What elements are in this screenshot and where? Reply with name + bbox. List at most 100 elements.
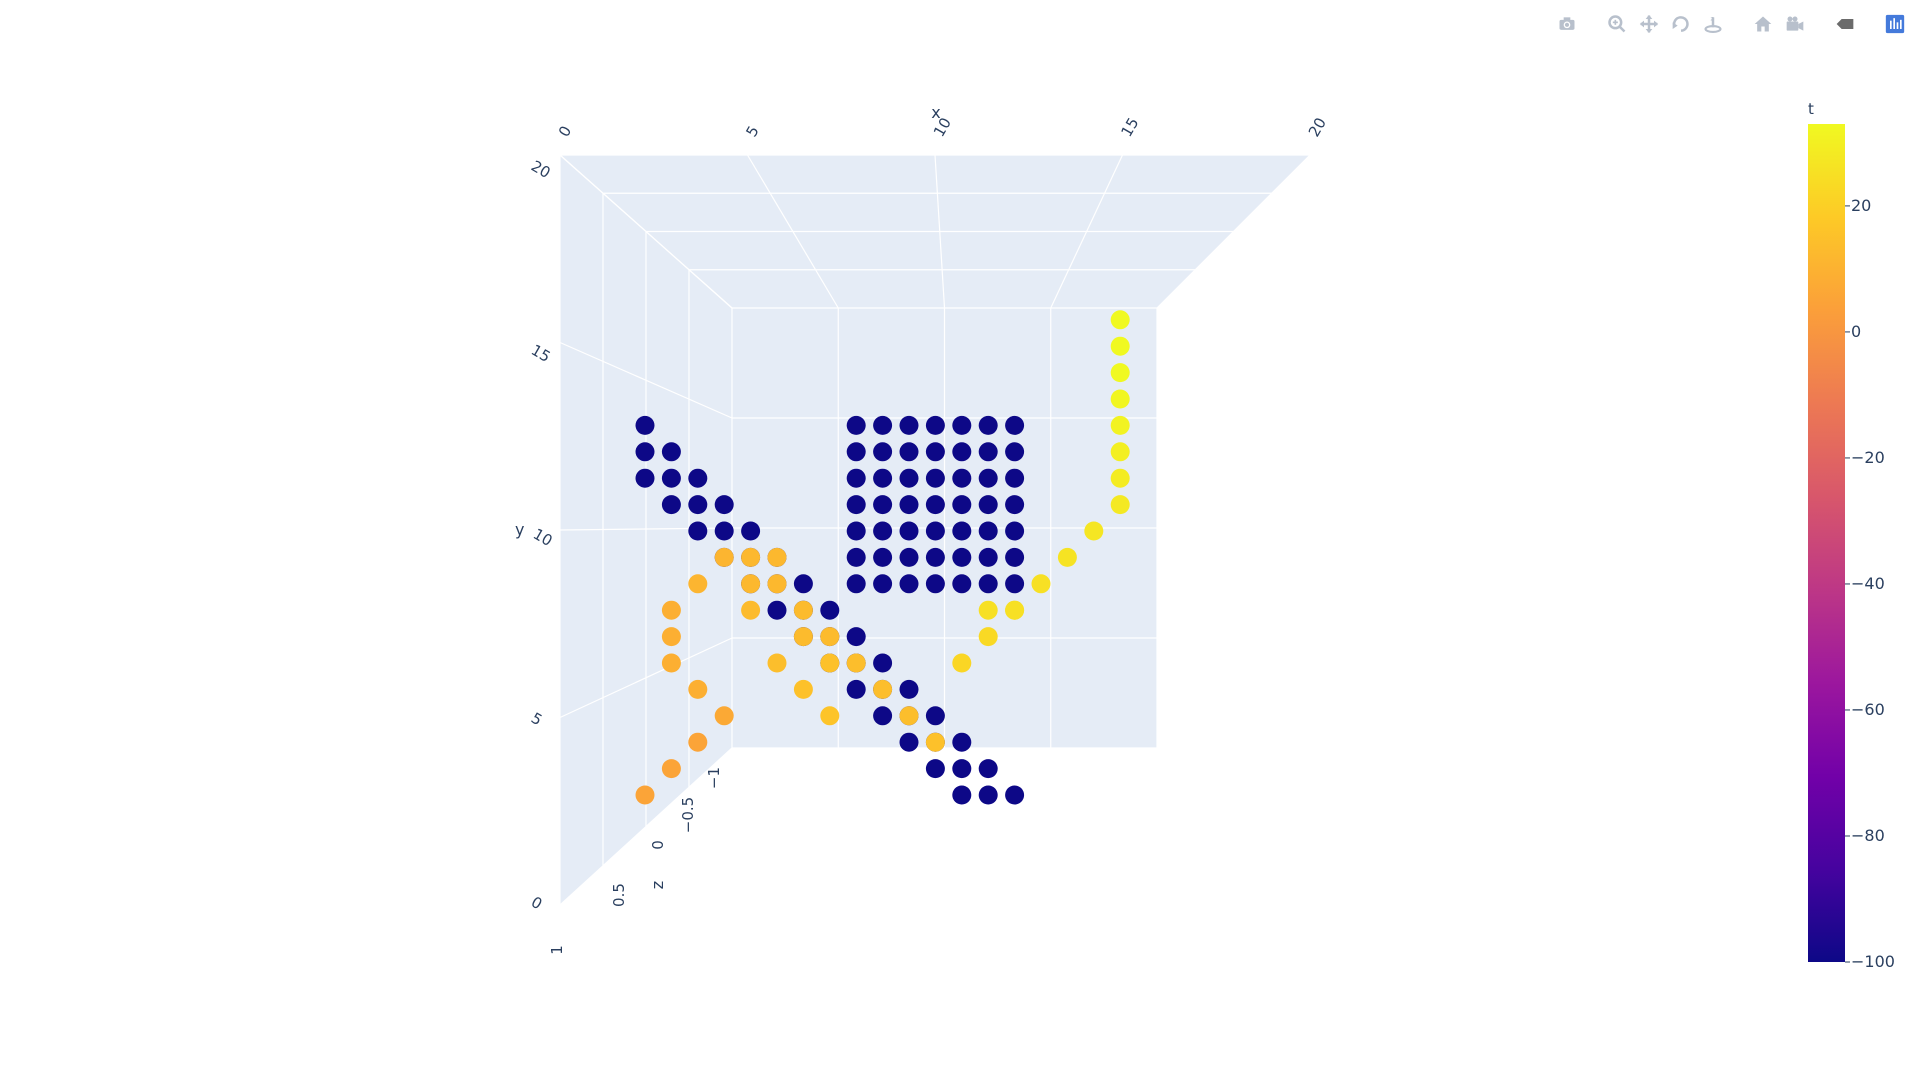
turntable-rotation-button[interactable]: z: [1700, 11, 1726, 37]
data-point[interactable]: [661, 759, 681, 779]
data-point[interactable]: [820, 653, 840, 673]
data-point[interactable]: [846, 415, 866, 435]
data-point[interactable]: [925, 547, 945, 567]
data-point[interactable]: [714, 547, 734, 567]
data-point[interactable]: [952, 574, 972, 594]
data-point[interactable]: [714, 706, 734, 726]
data-point[interactable]: [1005, 785, 1025, 805]
data-point[interactable]: [1110, 310, 1130, 330]
data-point[interactable]: [635, 415, 655, 435]
data-point[interactable]: [1110, 363, 1130, 383]
data-point[interactable]: [793, 679, 813, 699]
data-point[interactable]: [978, 495, 998, 515]
data-point[interactable]: [952, 732, 972, 752]
reset-camera-default-button[interactable]: [1750, 11, 1776, 37]
data-point[interactable]: [978, 415, 998, 435]
data-point[interactable]: [793, 600, 813, 620]
data-point[interactable]: [873, 574, 893, 594]
data-point[interactable]: [873, 653, 893, 673]
data-point[interactable]: [978, 600, 998, 620]
data-point[interactable]: [688, 468, 708, 488]
data-point[interactable]: [873, 521, 893, 541]
data-point[interactable]: [688, 574, 708, 594]
data-point[interactable]: [925, 442, 945, 462]
data-point[interactable]: [873, 415, 893, 435]
data-point[interactable]: [661, 468, 681, 488]
data-point[interactable]: [899, 468, 919, 488]
data-point[interactable]: [1005, 574, 1025, 594]
data-point[interactable]: [688, 679, 708, 699]
data-point[interactable]: [661, 600, 681, 620]
data-point[interactable]: [688, 732, 708, 752]
data-point[interactable]: [846, 521, 866, 541]
data-point[interactable]: [767, 547, 787, 567]
data-point[interactable]: [741, 521, 761, 541]
data-point[interactable]: [1110, 336, 1130, 356]
data-point[interactable]: [635, 785, 655, 805]
data-point[interactable]: [688, 521, 708, 541]
zoom-button[interactable]: [1604, 11, 1630, 37]
data-point[interactable]: [952, 785, 972, 805]
pan-button[interactable]: [1636, 11, 1662, 37]
data-point[interactable]: [978, 785, 998, 805]
data-point[interactable]: [846, 679, 866, 699]
plotly-logo-button[interactable]: [1882, 11, 1908, 37]
data-point[interactable]: [952, 759, 972, 779]
data-point[interactable]: [741, 547, 761, 567]
download-plot-button[interactable]: [1554, 11, 1580, 37]
data-point[interactable]: [846, 495, 866, 515]
data-point[interactable]: [846, 547, 866, 567]
data-point[interactable]: [793, 627, 813, 647]
data-point[interactable]: [899, 495, 919, 515]
data-point[interactable]: [925, 415, 945, 435]
data-point[interactable]: [899, 732, 919, 752]
data-point[interactable]: [846, 468, 866, 488]
toggle-hover-button[interactable]: [1832, 11, 1858, 37]
data-point[interactable]: [873, 706, 893, 726]
data-point[interactable]: [873, 468, 893, 488]
data-point[interactable]: [978, 547, 998, 567]
data-point[interactable]: [978, 627, 998, 647]
data-point[interactable]: [952, 653, 972, 673]
data-point[interactable]: [846, 627, 866, 647]
data-point[interactable]: [661, 653, 681, 673]
series-2[interactable]: [635, 310, 1130, 805]
data-point[interactable]: [714, 495, 734, 515]
data-point[interactable]: [1084, 521, 1104, 541]
data-point[interactable]: [1110, 415, 1130, 435]
data-point[interactable]: [952, 442, 972, 462]
data-point[interactable]: [873, 679, 893, 699]
data-point[interactable]: [873, 547, 893, 567]
data-point[interactable]: [899, 521, 919, 541]
data-point[interactable]: [952, 468, 972, 488]
data-point[interactable]: [899, 679, 919, 699]
data-point[interactable]: [925, 706, 945, 726]
data-point[interactable]: [873, 442, 893, 462]
data-point[interactable]: [899, 706, 919, 726]
data-point[interactable]: [1005, 442, 1025, 462]
data-point[interactable]: [899, 442, 919, 462]
data-point[interactable]: [1110, 389, 1130, 409]
data-point[interactable]: [1031, 574, 1051, 594]
data-point[interactable]: [714, 521, 734, 541]
data-point[interactable]: [1005, 547, 1025, 567]
data-point[interactable]: [952, 495, 972, 515]
data-point[interactable]: [741, 600, 761, 620]
markers[interactable]: [635, 310, 1130, 805]
data-point[interactable]: [1110, 442, 1130, 462]
data-point[interactable]: [978, 468, 998, 488]
data-point[interactable]: [820, 600, 840, 620]
data-point[interactable]: [952, 521, 972, 541]
data-point[interactable]: [820, 627, 840, 647]
data-point[interactable]: [899, 415, 919, 435]
data-point[interactable]: [925, 759, 945, 779]
data-point[interactable]: [925, 495, 945, 515]
data-point[interactable]: [1057, 547, 1077, 567]
data-point[interactable]: [925, 521, 945, 541]
data-point[interactable]: [661, 442, 681, 462]
data-point[interactable]: [1005, 495, 1025, 515]
reset-camera-last-save-button[interactable]: [1782, 11, 1808, 37]
data-point[interactable]: [873, 495, 893, 515]
series-1[interactable]: [846, 415, 1025, 594]
data-point[interactable]: [846, 574, 866, 594]
